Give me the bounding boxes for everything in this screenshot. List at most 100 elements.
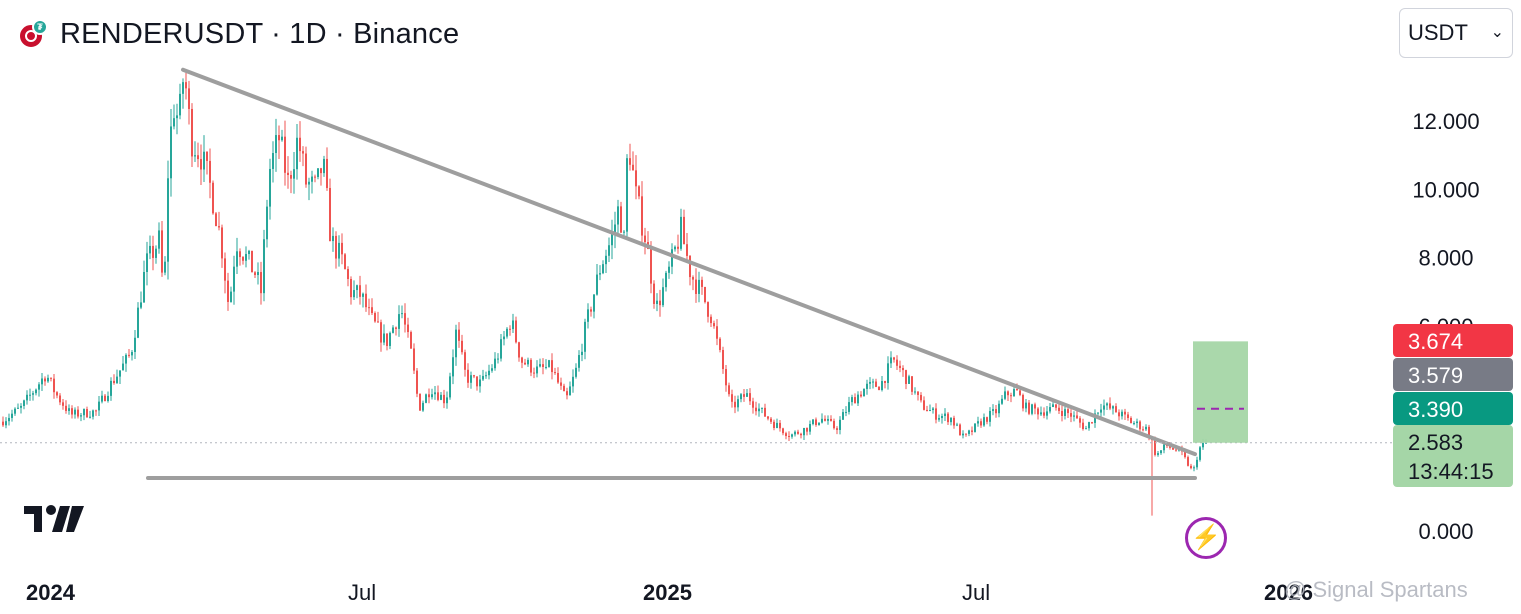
candle-body (737, 399, 739, 408)
watermark-text: @ Signal Spartans (1284, 577, 1468, 602)
candle-body (398, 314, 400, 329)
candle-body (779, 422, 781, 429)
candle-body (995, 409, 997, 414)
candle-body (20, 405, 22, 408)
candle-body (227, 280, 229, 302)
candle-body (317, 168, 319, 177)
candle-body (896, 359, 898, 366)
candle-body (179, 93, 181, 116)
y-tick-label: 0.000 (1418, 519, 1473, 544)
candle-body (620, 206, 622, 233)
candle-body (851, 397, 853, 403)
x-tick-label: 2026 (1264, 580, 1313, 605)
target-zone (1193, 341, 1248, 443)
candle-body (200, 159, 202, 170)
candle-body (911, 376, 913, 392)
candle-body (818, 422, 820, 425)
candle-body (902, 367, 904, 371)
candle-body (113, 380, 115, 384)
candle-body (812, 419, 814, 425)
candle-body (449, 376, 451, 398)
candle-body (191, 108, 193, 157)
candle-body (1049, 407, 1051, 412)
candle-body (269, 168, 271, 207)
candle-body (944, 413, 946, 417)
candle-body (305, 153, 307, 185)
candle-body (251, 250, 253, 273)
candle-body (800, 433, 802, 436)
candle-body (821, 418, 823, 423)
candle-body (2, 421, 4, 426)
candle-body (890, 357, 892, 364)
candle-body (68, 408, 70, 411)
candle-body (254, 272, 256, 276)
candle-body (371, 307, 373, 314)
candle-body (230, 291, 232, 302)
candle-body (1172, 447, 1174, 450)
candle-body (704, 286, 706, 303)
candle-body (23, 400, 25, 406)
x-tick-label: Jul (348, 580, 376, 605)
candle-body (1139, 421, 1141, 430)
candle-body (509, 328, 511, 330)
candle-body (410, 332, 412, 349)
candle-body (77, 409, 79, 417)
candle-body (1007, 391, 1009, 396)
candle-body (959, 424, 961, 436)
candle-body (308, 181, 310, 185)
candle-body (785, 433, 787, 436)
candle-body (893, 357, 895, 360)
x-tick-label: 2025 (643, 580, 692, 605)
candle-body (1088, 422, 1090, 429)
candle-body (566, 391, 568, 396)
candle-body (386, 333, 388, 346)
candle-body (680, 216, 682, 249)
candle-body (470, 375, 472, 383)
candle-body (692, 277, 694, 280)
candle-body (362, 293, 364, 297)
candle-body (752, 401, 754, 408)
candle-body (761, 407, 763, 409)
candle-body (791, 434, 793, 437)
candle-body (809, 424, 811, 432)
tradingview-logo-icon[interactable] (24, 502, 86, 536)
candle-body (1004, 391, 1006, 399)
candle-body (758, 408, 760, 412)
candle-body (848, 402, 850, 412)
candle-body (155, 248, 157, 258)
chevron-down-icon: ⌄ (1490, 24, 1504, 41)
symbol-title[interactable]: RENDERUSDT · 1D · Binance (60, 17, 460, 50)
candle-body (524, 362, 526, 365)
candle-body (1193, 467, 1195, 469)
candle-body (872, 381, 874, 383)
candle-body (962, 433, 964, 436)
candle-body (1118, 412, 1120, 417)
candle-body (1073, 415, 1075, 417)
candle-body (224, 258, 226, 281)
candle-body (584, 321, 586, 352)
candle-body (44, 378, 46, 382)
candle-body (860, 394, 862, 397)
candle-body (437, 392, 439, 400)
candle-body (614, 224, 616, 234)
candle-body (527, 359, 529, 365)
candle-body (290, 174, 292, 179)
candle-body (215, 213, 217, 227)
candle-body (866, 383, 868, 389)
candle-body (536, 366, 538, 374)
candle-body (530, 359, 532, 373)
candle-body (89, 416, 91, 418)
candle-body (857, 394, 859, 404)
lightning-icon[interactable]: ⚡ (1185, 517, 1227, 559)
candle-body (590, 309, 592, 312)
candle-body (344, 254, 346, 270)
candle-body (1136, 421, 1138, 424)
currency-select[interactable]: USDT ⌄ (1399, 8, 1513, 58)
trend-lines (0, 67, 1392, 481)
candle-body (38, 384, 40, 390)
candle-body (1184, 451, 1186, 458)
candle-body (1100, 409, 1102, 413)
candle-body (575, 367, 577, 377)
candle-body (602, 264, 604, 274)
